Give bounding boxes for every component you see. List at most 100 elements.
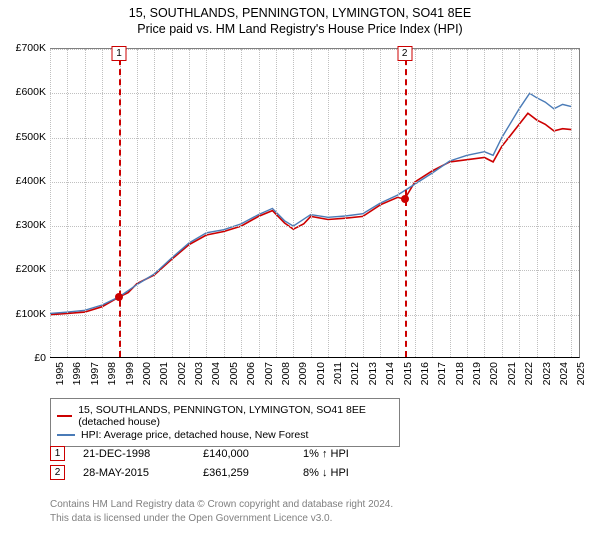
ytick-label: £200K <box>16 263 46 275</box>
gridline-h <box>50 138 579 139</box>
gridline-v <box>328 49 329 357</box>
gridline-v <box>519 49 520 357</box>
gridline-v <box>189 49 190 357</box>
xtick-label: 2007 <box>263 362 275 385</box>
gridline-v <box>554 49 555 357</box>
legend-label: HPI: Average price, detached house, New … <box>81 429 308 441</box>
plot-region: 12 <box>50 48 580 358</box>
chart-container: 15, SOUTHLANDS, PENNINGTON, LYMINGTON, S… <box>0 0 600 560</box>
gridline-v <box>571 49 572 357</box>
event-row: 1 21-DEC-1998£140,0001% ↑ HPI <box>50 446 403 461</box>
gridline-v <box>363 49 364 357</box>
xtick-label: 1997 <box>89 362 101 385</box>
xtick-label: 2021 <box>506 362 518 385</box>
xtick-label: 2012 <box>349 362 361 385</box>
gridline-v <box>85 49 86 357</box>
xtick-label: 2017 <box>436 362 448 385</box>
gridline-v <box>276 49 277 357</box>
xtick-label: 2024 <box>558 362 570 385</box>
gridline-v <box>432 49 433 357</box>
gridline-v <box>137 49 138 357</box>
event-marker-box: 2 <box>397 46 412 61</box>
xtick-label: 2020 <box>488 362 500 385</box>
gridline-v <box>450 49 451 357</box>
ytick-label: £400K <box>16 175 46 187</box>
title-subtitle: Price paid vs. HM Land Registry's House … <box>0 22 600 36</box>
gridline-v <box>206 49 207 357</box>
xtick-label: 2022 <box>523 362 535 385</box>
xtick-label: 2008 <box>280 362 292 385</box>
xtick-label: 2018 <box>454 362 466 385</box>
gridline-v <box>259 49 260 357</box>
gridline-v <box>154 49 155 357</box>
gridline-v <box>415 49 416 357</box>
gridline-h <box>50 93 579 94</box>
xtick-label: 2015 <box>402 362 414 385</box>
legend-item: 15, SOUTHLANDS, PENNINGTON, LYMINGTON, S… <box>57 404 393 428</box>
gridline-v <box>311 49 312 357</box>
gridline-v <box>224 49 225 357</box>
gridline-v <box>537 49 538 357</box>
gridline-h <box>50 182 579 183</box>
gridline-h <box>50 315 579 316</box>
gridline-v <box>241 49 242 357</box>
xtick-label: 2013 <box>367 362 379 385</box>
gridline-v <box>345 49 346 357</box>
xtick-label: 2023 <box>541 362 553 385</box>
event-row-marker: 1 <box>50 446 65 461</box>
xtick-label: 2001 <box>158 362 170 385</box>
xtick-label: 1995 <box>54 362 66 385</box>
gridline-v <box>502 49 503 357</box>
event-row-price: £140,000 <box>203 448 303 460</box>
gridline-h <box>50 270 579 271</box>
event-marker-line <box>405 49 407 357</box>
footnote-line1: Contains HM Land Registry data © Crown c… <box>50 498 393 512</box>
events-table: 1 21-DEC-1998£140,0001% ↑ HPI 2 28-MAY-2015… <box>50 442 403 484</box>
xtick-label: 2000 <box>141 362 153 385</box>
xtick-label: 1996 <box>71 362 83 385</box>
xtick-label: 2003 <box>193 362 205 385</box>
gridline-v <box>467 49 468 357</box>
legend-swatch <box>57 415 72 417</box>
gridline-v <box>293 49 294 357</box>
xtick-label: 2009 <box>297 362 309 385</box>
xtick-label: 2014 <box>384 362 396 385</box>
footnote-line2: This data is licensed under the Open Gov… <box>50 512 393 526</box>
legend-label: 15, SOUTHLANDS, PENNINGTON, LYMINGTON, S… <box>78 404 393 428</box>
gridline-h <box>50 49 579 50</box>
event-row-date: 21-DEC-1998 <box>83 448 203 460</box>
gridline-v <box>172 49 173 357</box>
xtick-label: 2010 <box>315 362 327 385</box>
xtick-label: 2006 <box>245 362 257 385</box>
event-row-date: 28-MAY-2015 <box>83 467 203 479</box>
ytick-label: £300K <box>16 219 46 231</box>
event-row-price: £361,259 <box>203 467 303 479</box>
xtick-label: 2025 <box>575 362 587 385</box>
footnote: Contains HM Land Registry data © Crown c… <box>50 498 393 525</box>
ytick-label: £0 <box>34 352 46 364</box>
legend-item: HPI: Average price, detached house, New … <box>57 429 393 441</box>
gridline-v <box>102 49 103 357</box>
xtick-label: 2016 <box>419 362 431 385</box>
event-marker-box: 1 <box>111 46 126 61</box>
event-row-hpi: 8% ↓ HPI <box>303 467 403 479</box>
ytick-label: £100K <box>16 308 46 320</box>
gridline-v <box>484 49 485 357</box>
event-marker-dot <box>115 293 123 301</box>
chart-area: 12 £0£100K£200K£300K£400K£500K£600K£700K… <box>50 48 580 358</box>
gridline-v <box>67 49 68 357</box>
xtick-label: 2004 <box>210 362 222 385</box>
title-address: 15, SOUTHLANDS, PENNINGTON, LYMINGTON, S… <box>0 6 600 20</box>
xtick-label: 2019 <box>471 362 483 385</box>
gridline-v <box>50 49 51 357</box>
event-marker-dot <box>401 195 409 203</box>
legend-swatch <box>57 434 75 436</box>
xtick-label: 2002 <box>176 362 188 385</box>
event-row-hpi: 1% ↑ HPI <box>303 448 403 460</box>
ytick-label: £500K <box>16 131 46 143</box>
line-series-svg <box>50 49 580 359</box>
ytick-label: £700K <box>16 42 46 54</box>
event-row-marker: 2 <box>50 465 65 480</box>
ytick-label: £600K <box>16 86 46 98</box>
legend: 15, SOUTHLANDS, PENNINGTON, LYMINGTON, S… <box>50 398 400 447</box>
